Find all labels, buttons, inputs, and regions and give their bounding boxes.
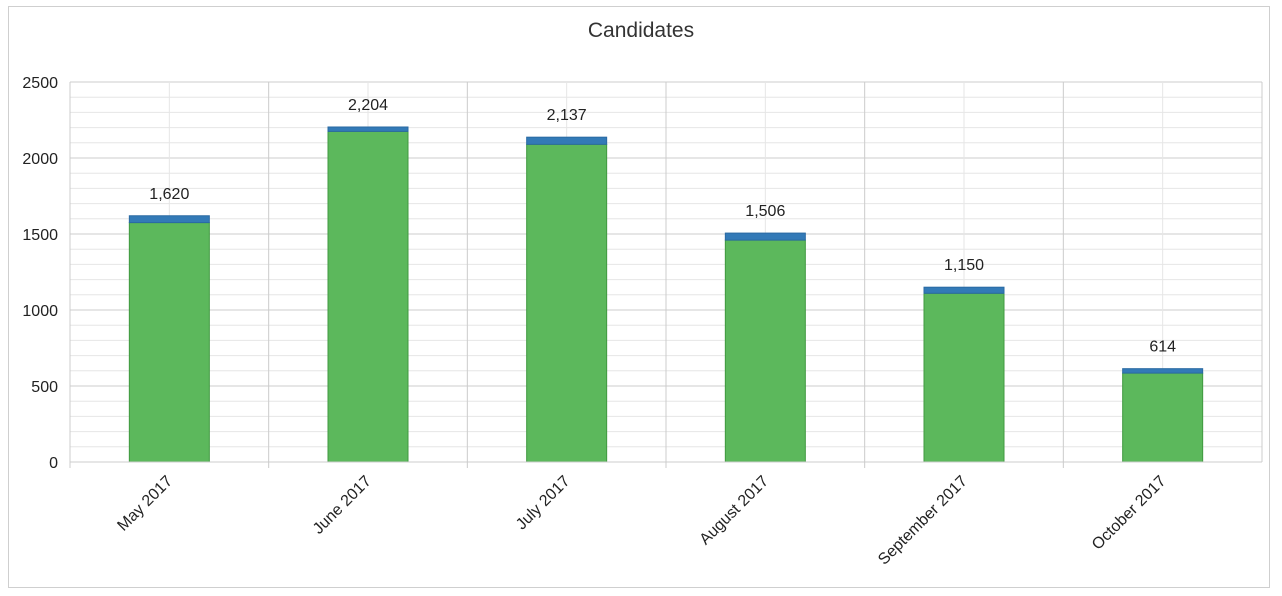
y-tick-label: 500 bbox=[31, 379, 58, 396]
bar-series-1 bbox=[128, 215, 210, 224]
data-label: 614 bbox=[1149, 339, 1176, 356]
chart-panel bbox=[8, 6, 1270, 588]
x-tick-label: June 2017 bbox=[310, 473, 375, 538]
chart-title: Candidates bbox=[587, 19, 695, 42]
x-tick-label: August 2017 bbox=[697, 473, 773, 549]
y-tick-label: 0 bbox=[49, 455, 58, 472]
data-label: 2,137 bbox=[547, 107, 587, 124]
bar-series-0 bbox=[526, 143, 608, 463]
data-label: 1,620 bbox=[149, 186, 189, 203]
data-label: 1,150 bbox=[944, 257, 984, 274]
bar-series-1 bbox=[923, 286, 1005, 294]
bar-series-0 bbox=[724, 239, 806, 463]
bar-series-0 bbox=[1122, 372, 1204, 463]
bar-series-1 bbox=[724, 232, 806, 241]
grid-lines bbox=[69, 81, 1263, 463]
y-tick-label: 2500 bbox=[22, 75, 58, 92]
x-tick-label: May 2017 bbox=[114, 473, 176, 535]
bar-series-1 bbox=[1122, 368, 1204, 374]
x-tick-label: July 2017 bbox=[513, 473, 574, 534]
bar-series-0 bbox=[327, 130, 409, 463]
x-tick-label: October 2017 bbox=[1089, 473, 1170, 554]
y-tick-label: 1000 bbox=[22, 303, 58, 320]
bars bbox=[128, 126, 1204, 463]
bar-series-1 bbox=[526, 136, 608, 145]
y-tick-label: 1500 bbox=[22, 227, 58, 244]
labels: 1,620 2,204 2,137 1,506 1,150 614 bbox=[149, 97, 1176, 356]
data-label: 2,204 bbox=[348, 97, 388, 114]
bar-series-0 bbox=[128, 222, 210, 463]
data-label: 1,506 bbox=[745, 203, 785, 220]
y-tick-label: 2000 bbox=[22, 151, 58, 168]
bar-series-0 bbox=[923, 292, 1005, 463]
x-tick-label: September 2017 bbox=[875, 473, 971, 569]
bar-series-1 bbox=[327, 126, 409, 132]
